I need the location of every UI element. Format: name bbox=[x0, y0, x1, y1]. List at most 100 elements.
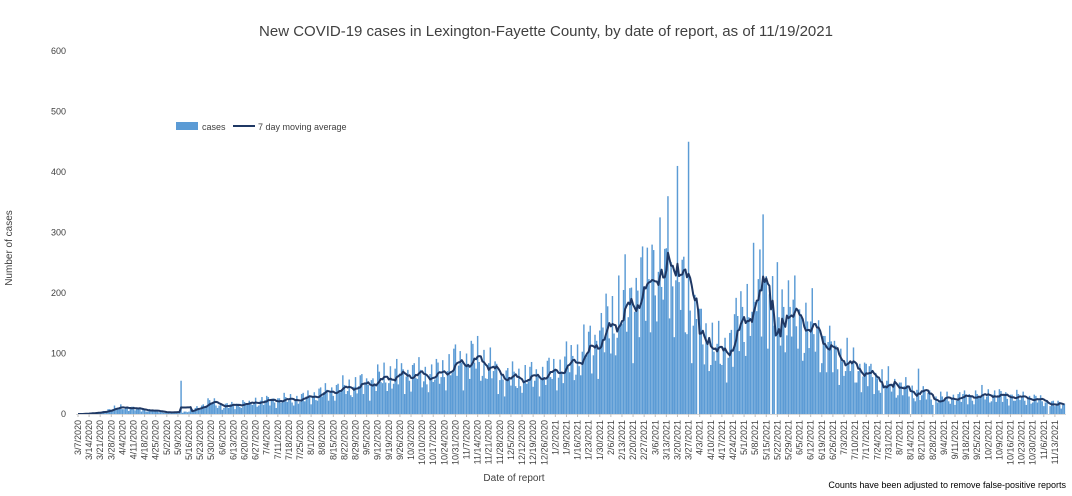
case-bar bbox=[521, 392, 523, 414]
case-bar bbox=[630, 287, 633, 414]
case-bar bbox=[591, 373, 593, 414]
case-bar bbox=[854, 382, 856, 414]
case-bar bbox=[889, 384, 891, 414]
case-bar bbox=[483, 349, 485, 414]
x-tick-label: 12/19/2020 bbox=[528, 420, 538, 465]
case-bar bbox=[667, 196, 669, 414]
case-bar bbox=[648, 279, 650, 414]
case-bar bbox=[224, 403, 227, 414]
case-bar bbox=[1054, 406, 1056, 414]
case-bar bbox=[373, 384, 376, 414]
case-bar bbox=[982, 395, 985, 414]
case-bar bbox=[1027, 398, 1029, 415]
case-bar bbox=[1033, 394, 1036, 414]
case-bar bbox=[683, 256, 685, 414]
case-bar bbox=[1012, 400, 1015, 414]
case-bar bbox=[183, 411, 185, 414]
case-bar bbox=[870, 363, 872, 414]
case-bar bbox=[622, 289, 625, 414]
x-axis-label: Date of report bbox=[483, 473, 544, 484]
x-tick-label: 10/10/2020 bbox=[417, 420, 427, 465]
case-bar bbox=[595, 340, 598, 414]
case-bar bbox=[998, 389, 1001, 414]
case-bar bbox=[150, 410, 152, 414]
case-bar bbox=[286, 401, 289, 414]
case-bar bbox=[936, 402, 939, 414]
case-bar bbox=[713, 351, 715, 414]
x-tick-label: 3/13/2021 bbox=[661, 420, 671, 460]
case-bar bbox=[1039, 395, 1042, 414]
case-bar bbox=[1062, 404, 1064, 414]
case-bar bbox=[1016, 389, 1018, 414]
case-bar bbox=[105, 412, 108, 414]
case-bar bbox=[407, 369, 409, 414]
case-bar bbox=[930, 399, 932, 414]
x-tick-label: 4/18/2020 bbox=[140, 420, 150, 460]
case-bar bbox=[863, 362, 866, 414]
case-bar bbox=[343, 384, 346, 414]
case-bar bbox=[578, 366, 580, 414]
case-bar bbox=[621, 323, 623, 414]
case-bar bbox=[294, 400, 296, 414]
case-bar bbox=[1001, 401, 1004, 414]
case-bar bbox=[516, 387, 519, 414]
case-bar bbox=[947, 401, 950, 414]
case-bar bbox=[353, 386, 355, 414]
case-bar bbox=[871, 377, 874, 414]
case-bar bbox=[560, 372, 563, 414]
x-tick-label: 6/27/2020 bbox=[251, 420, 261, 460]
case-bar bbox=[527, 381, 530, 414]
x-tick-label: 6/5/2021 bbox=[795, 420, 805, 455]
case-bar bbox=[453, 348, 455, 414]
case-bar bbox=[237, 403, 239, 414]
case-bar bbox=[388, 383, 390, 414]
case-bar bbox=[253, 403, 255, 414]
case-bar bbox=[809, 321, 812, 414]
x-tick-label: 2/20/2021 bbox=[628, 420, 638, 460]
case-bar bbox=[389, 366, 392, 414]
case-bar bbox=[281, 402, 284, 414]
x-tick-label: 4/4/2020 bbox=[117, 420, 127, 455]
case-bar bbox=[843, 375, 845, 414]
case-bar bbox=[724, 337, 726, 414]
case-bar bbox=[808, 348, 810, 414]
case-bar bbox=[995, 401, 997, 414]
case-bar bbox=[489, 347, 492, 414]
case-bar bbox=[868, 366, 871, 414]
case-bar bbox=[116, 408, 119, 414]
case-bar bbox=[473, 362, 476, 414]
x-tick-label: 1/2/2021 bbox=[550, 420, 560, 455]
case-bar bbox=[212, 401, 214, 414]
x-tick-label: 5/9/2020 bbox=[173, 420, 183, 455]
x-tick-label: 3/6/2021 bbox=[650, 420, 660, 455]
x-tick-label: 8/7/2021 bbox=[894, 420, 904, 455]
case-bar bbox=[729, 332, 731, 414]
case-bar bbox=[434, 379, 436, 414]
case-bar bbox=[822, 335, 825, 414]
case-bar bbox=[798, 309, 801, 414]
case-bar bbox=[337, 383, 339, 414]
case-bar bbox=[383, 362, 385, 414]
case-bar bbox=[711, 322, 714, 414]
case-bar bbox=[974, 390, 977, 414]
case-bar bbox=[892, 383, 894, 414]
case-bar bbox=[202, 404, 205, 414]
x-tick-label: 12/26/2020 bbox=[539, 420, 549, 465]
case-bar bbox=[262, 404, 265, 414]
case-bar bbox=[897, 395, 899, 414]
case-bar bbox=[545, 384, 547, 414]
case-bar bbox=[481, 375, 484, 414]
case-bar bbox=[269, 405, 271, 414]
x-tick-label: 6/6/2020 bbox=[217, 420, 227, 455]
case-bar bbox=[140, 411, 143, 414]
case-bar bbox=[645, 320, 647, 414]
case-bar bbox=[443, 377, 446, 414]
x-tick-label: 6/20/2020 bbox=[240, 420, 250, 460]
case-bar bbox=[600, 312, 603, 414]
case-bar bbox=[221, 409, 224, 414]
case-bar bbox=[576, 344, 579, 414]
case-bar bbox=[575, 374, 577, 414]
case-bar bbox=[1019, 400, 1021, 414]
case-bar bbox=[273, 402, 276, 414]
x-tick-label: 1/16/2021 bbox=[573, 420, 583, 460]
